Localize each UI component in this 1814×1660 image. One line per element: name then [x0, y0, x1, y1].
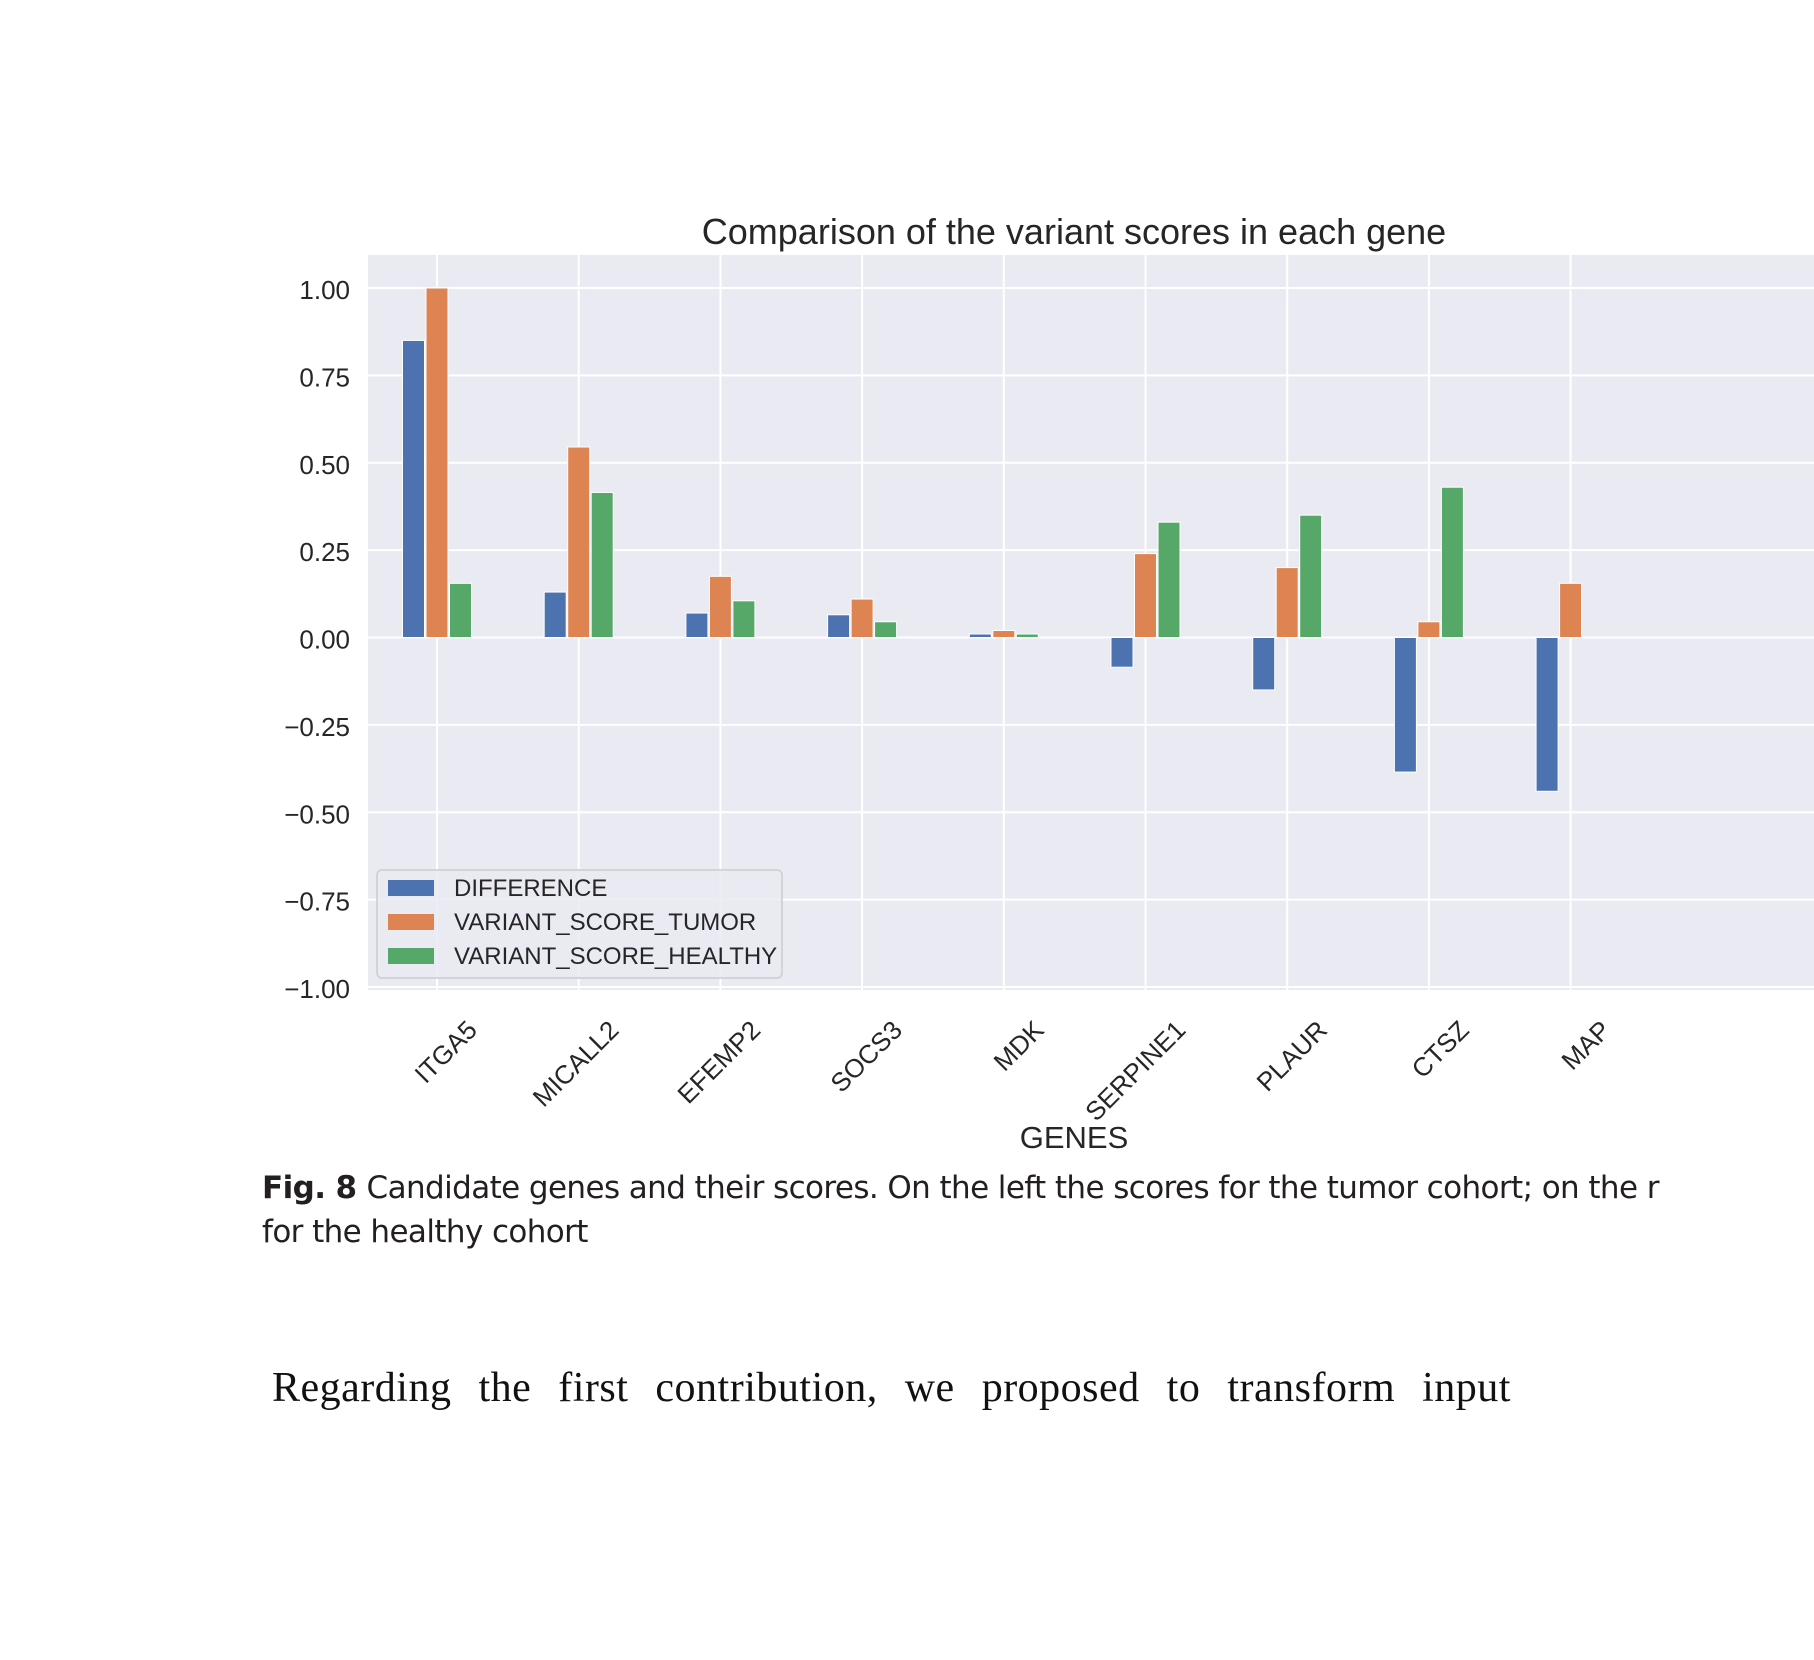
y-tick-label: 0.00: [299, 625, 350, 655]
legend-box: [376, 869, 783, 979]
y-tick-label: 0.50: [299, 450, 350, 480]
x-tick-label: SERPINE1: [1079, 1015, 1191, 1127]
x-tick-label: EFEMP2: [671, 1015, 766, 1110]
bar-variant-score-healthy-plaur: [1299, 514, 1323, 638]
legend-swatch: [388, 880, 434, 896]
bar-difference-mdk: [968, 633, 992, 639]
bar-variant-score-healthy-micall2: [590, 491, 614, 638]
bar-variant-score-tumor-micall2: [567, 446, 591, 638]
y-tick-label: −1.00: [284, 974, 350, 1004]
y-tick-label: −0.50: [284, 799, 350, 829]
bar-variant-score-tumor-serpine1: [1134, 553, 1157, 638]
bar-variant-score-tumor-ctsz: [1417, 621, 1441, 639]
bar-difference-ctsz: [1393, 637, 1417, 773]
bar-variant-score-healthy-efemp2: [732, 600, 756, 638]
x-tick-label: SOCS3: [824, 1015, 908, 1099]
chart-title: Comparison of the variant scores in each…: [702, 211, 1446, 252]
bar-variant-score-tumor-itga5: [425, 287, 449, 638]
caption-line-1: Candidate genes and their scores. On the…: [366, 1170, 1660, 1206]
bars: [402, 287, 1583, 792]
x-tick-label: MICALL2: [527, 1015, 625, 1113]
bar-difference-itga5: [402, 339, 425, 638]
y-tick-label: 0.75: [299, 362, 350, 392]
bar-variant-score-healthy-ctsz: [1440, 486, 1464, 638]
bar-variant-score-tumor-efemp2: [708, 575, 732, 639]
x-tick-label: CTSZ: [1406, 1015, 1475, 1084]
legend-label: VARIANT_SCORE_HEALTHY: [454, 943, 777, 970]
y-tick-label: −0.75: [284, 887, 350, 917]
x-tick-label: MAP: [1555, 1015, 1616, 1076]
legend-label: DIFFERENCE: [454, 875, 607, 902]
y-tick-labels: 1.00 0.75 0.50 0.25 0.00 −0.25 −0.50 −0.75 −1.00: [284, 275, 350, 1004]
bar-difference-plaur: [1252, 637, 1276, 691]
bar-difference-serpine1: [1110, 637, 1134, 668]
bar-difference-socs3: [827, 614, 851, 638]
legend: DIFFERENCE VARIANT_SCORE_TUMOR VARIANT_SCO…: [376, 869, 783, 979]
legend-swatch: [388, 914, 434, 930]
bar-variant-score-healthy-itga5: [449, 582, 472, 639]
legend-swatch: [388, 948, 434, 964]
x-tick-labels: ITGA5 MICALL2 EFEMP2 SOCS3 MDK SERPINE1 PLAUR C…: [408, 1014, 1616, 1127]
bar-variant-score-tumor-map: [1559, 582, 1583, 639]
bar-variant-score-tumor-mdk: [992, 630, 1016, 639]
bar-variant-score-tumor-socs3: [850, 598, 874, 638]
x-axis-label: GENES: [1020, 1120, 1129, 1155]
bar-variant-score-healthy-mdk: [1015, 633, 1039, 639]
y-tick-label: −0.25: [284, 712, 350, 742]
figure-caption: Fig. 8 Candidate genes and their scores. …: [262, 1166, 1814, 1254]
bar-difference-map: [1535, 637, 1559, 792]
y-tick-label: 0.25: [299, 537, 350, 567]
figure-label: Fig. 8: [262, 1170, 357, 1206]
body-paragraph: Regarding the first contribution, we pro…: [272, 1365, 1511, 1411]
x-tick-label: MDK: [988, 1014, 1051, 1077]
bar-difference-efemp2: [685, 612, 709, 638]
bar-difference-micall2: [543, 591, 567, 639]
x-tick-label: ITGA5: [408, 1015, 482, 1089]
legend-label: VARIANT_SCORE_TUMOR: [454, 909, 756, 936]
y-tick-label: 1.00: [299, 275, 350, 305]
x-tick-label: PLAUR: [1250, 1015, 1333, 1098]
bar-variant-score-healthy-socs3: [874, 621, 898, 639]
bar-variant-score-healthy-serpine1: [1157, 521, 1181, 638]
bar-variant-score-tumor-plaur: [1275, 567, 1299, 638]
caption-line-2: for the healthy cohort: [262, 1214, 588, 1250]
